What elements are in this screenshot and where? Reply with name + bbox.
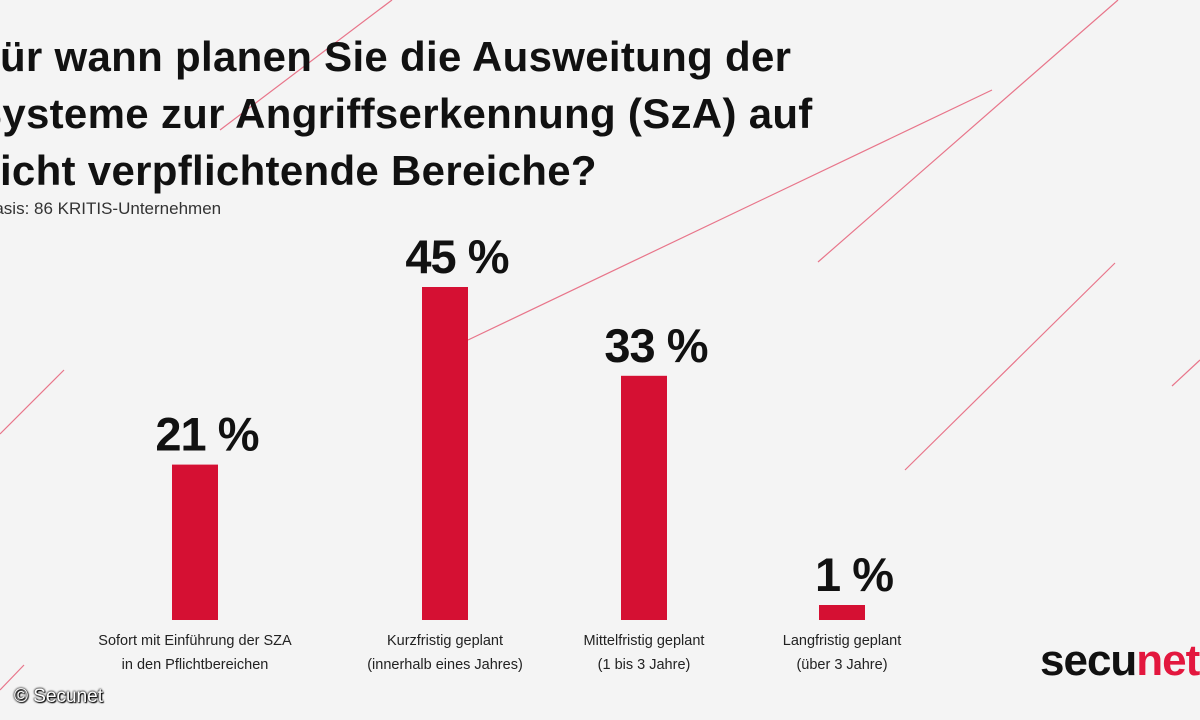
deco-line [817, 0, 1119, 263]
bar-2 [422, 287, 468, 620]
title-line-1: Für wann planen Sie die Ausweitung der [0, 33, 792, 80]
deco-line [0, 664, 25, 691]
bar-value-label: 33 % [604, 319, 707, 372]
chart-subtitle: Basis: 86 KRITIS-Unternehmen [0, 199, 222, 218]
deco-line [0, 369, 65, 435]
deco-line [904, 262, 1116, 471]
category-label: Mittelfristig geplant [584, 633, 705, 649]
bar-value-label: 45 % [405, 230, 508, 283]
bar-value-label: 1 % [815, 548, 893, 601]
category-label: Kurzfristig geplant [387, 633, 503, 649]
deco-line [1171, 359, 1200, 387]
bar-value-label: 21 % [155, 408, 258, 461]
category-label: in den Pflichtbereichen [122, 657, 269, 673]
deco-line [467, 89, 993, 341]
title-line-2: Systeme zur Angriffserkennung (SzA) auf [0, 90, 813, 137]
secunet-logo: secunet [1040, 636, 1200, 686]
chart-title: Für wann planen Sie die Ausweitung der S… [0, 28, 974, 199]
category-label: Sofort mit Einführung der SZA [98, 633, 292, 649]
logo-text-accent: net [1136, 636, 1200, 685]
title-line-3: nicht verpflichtende Bereiche? [0, 147, 597, 194]
category-label: (innerhalb eines Jahres) [367, 657, 523, 673]
category-label: Langfristig geplant [783, 633, 902, 649]
logo-text-main: secu [1040, 636, 1137, 685]
category-label: (über 3 Jahre) [796, 657, 887, 673]
copyright-notice: © Secunet [14, 686, 103, 707]
bar-3 [621, 375, 667, 620]
category-label: (1 bis 3 Jahre) [598, 657, 691, 673]
bar-4 [819, 605, 865, 620]
deco-line [219, 0, 393, 131]
bar-1 [172, 464, 218, 620]
